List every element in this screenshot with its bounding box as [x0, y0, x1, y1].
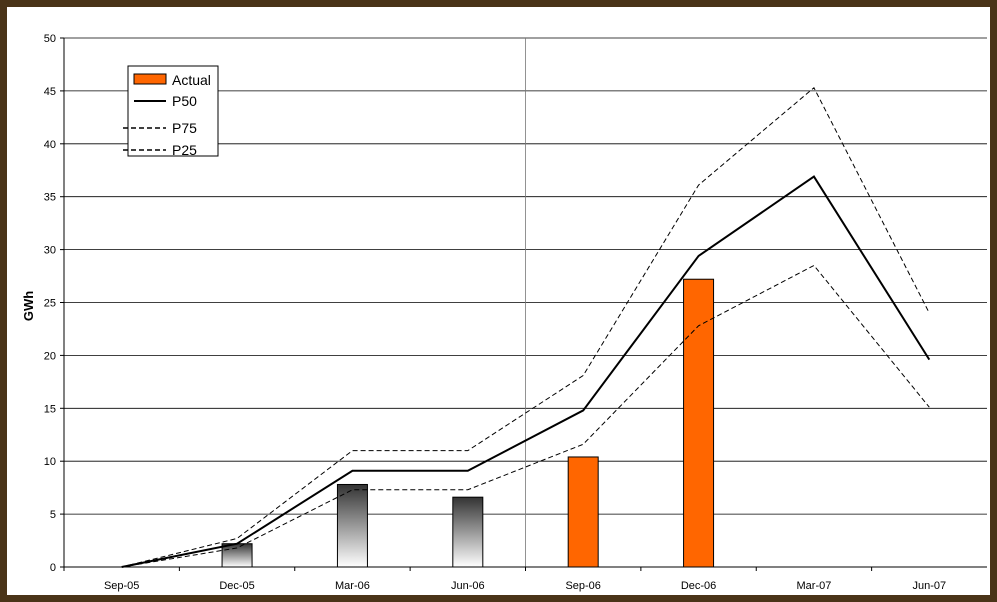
x-tick-label: Mar-06 — [335, 580, 370, 592]
y-tick-label: 5 — [50, 509, 56, 521]
legend-actual-label: Actual — [172, 72, 211, 88]
y-tick-label: 35 — [44, 192, 56, 204]
bar-jun-06 — [452, 496, 484, 568]
y-tick-label: 30 — [44, 245, 56, 257]
series-lines — [121, 86, 931, 568]
line-p50 — [121, 175, 931, 568]
y-tick-label: 40 — [44, 139, 56, 151]
y-tick-label: 0 — [50, 562, 56, 574]
bars — [221, 278, 715, 568]
legend-p75-label: P75 — [172, 120, 197, 136]
legend-actual-swatch — [133, 73, 167, 85]
tick-labels: 0 5 10 15 20 25 30 35 40 45 50 Sep-05 Dec-05 Mar-06 Ju… — [44, 33, 946, 592]
y-tick-label: 45 — [44, 86, 56, 98]
x-tick-label: Mar-07 — [797, 580, 832, 592]
bar-dec-05 — [221, 543, 253, 568]
x-tick-label: Dec-05 — [219, 580, 254, 592]
y-tick-label: 10 — [44, 456, 56, 468]
x-tick-label: Jun-07 — [912, 580, 946, 592]
legend: Actual P50 P75 P25 — [123, 65, 219, 158]
y-axis-label: GWh — [21, 291, 36, 321]
bar-mar-06 — [336, 483, 368, 568]
line-p75 — [121, 86, 930, 568]
x-tick-label: Sep-05 — [104, 580, 139, 592]
y-tick-label: 50 — [44, 33, 56, 45]
legend-p25-label: P25 — [172, 142, 197, 158]
bar-dec-06 — [683, 278, 715, 568]
legend-p50-label: P50 — [172, 93, 197, 109]
x-tick-label: Jun-06 — [451, 580, 485, 592]
axes — [60, 37, 987, 571]
y-tick-label: 20 — [44, 350, 56, 362]
y-tick-label: 15 — [44, 403, 56, 415]
x-tick-label: Dec-06 — [681, 580, 716, 592]
x-tick-label: Sep-06 — [565, 580, 600, 592]
bar-sep-06 — [567, 456, 599, 568]
line-p25 — [121, 264, 930, 568]
y-tick-label: 25 — [44, 298, 56, 310]
